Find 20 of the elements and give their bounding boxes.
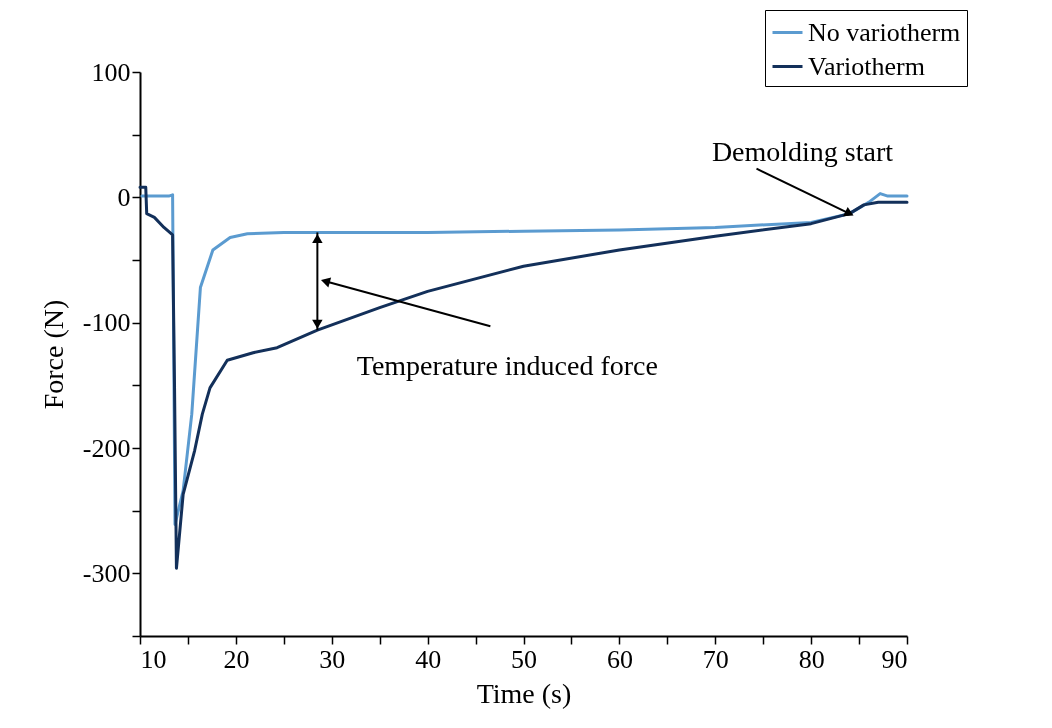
legend-label: No variotherm xyxy=(808,17,961,47)
x-tick-label: 50 xyxy=(511,644,537,674)
legend-label: Variotherm xyxy=(808,51,925,81)
x-tick-label: 10 xyxy=(140,644,167,674)
x-tick-label: 60 xyxy=(606,644,633,674)
x-tick-label: 70 xyxy=(702,644,729,674)
y-tick-label: 0 xyxy=(117,182,131,212)
y-tick-label: -200 xyxy=(82,433,131,463)
x-tick-label: 30 xyxy=(319,644,346,674)
x-tick-label: 80 xyxy=(798,644,825,674)
x-tick-label: 40 xyxy=(415,644,442,674)
y-tick-label: -300 xyxy=(82,558,131,588)
x-tick-label: 90 xyxy=(881,644,908,674)
y-tick-label: -100 xyxy=(82,308,131,338)
x-axis-title: Time (s) xyxy=(476,677,572,709)
y-tick-label: 100 xyxy=(91,57,131,87)
y-axis-title: Force (N) xyxy=(37,299,69,410)
annotation: Temperature induced force xyxy=(356,350,658,382)
x-tick-label: 20 xyxy=(223,644,250,674)
annotation: Demolding start xyxy=(711,135,894,167)
